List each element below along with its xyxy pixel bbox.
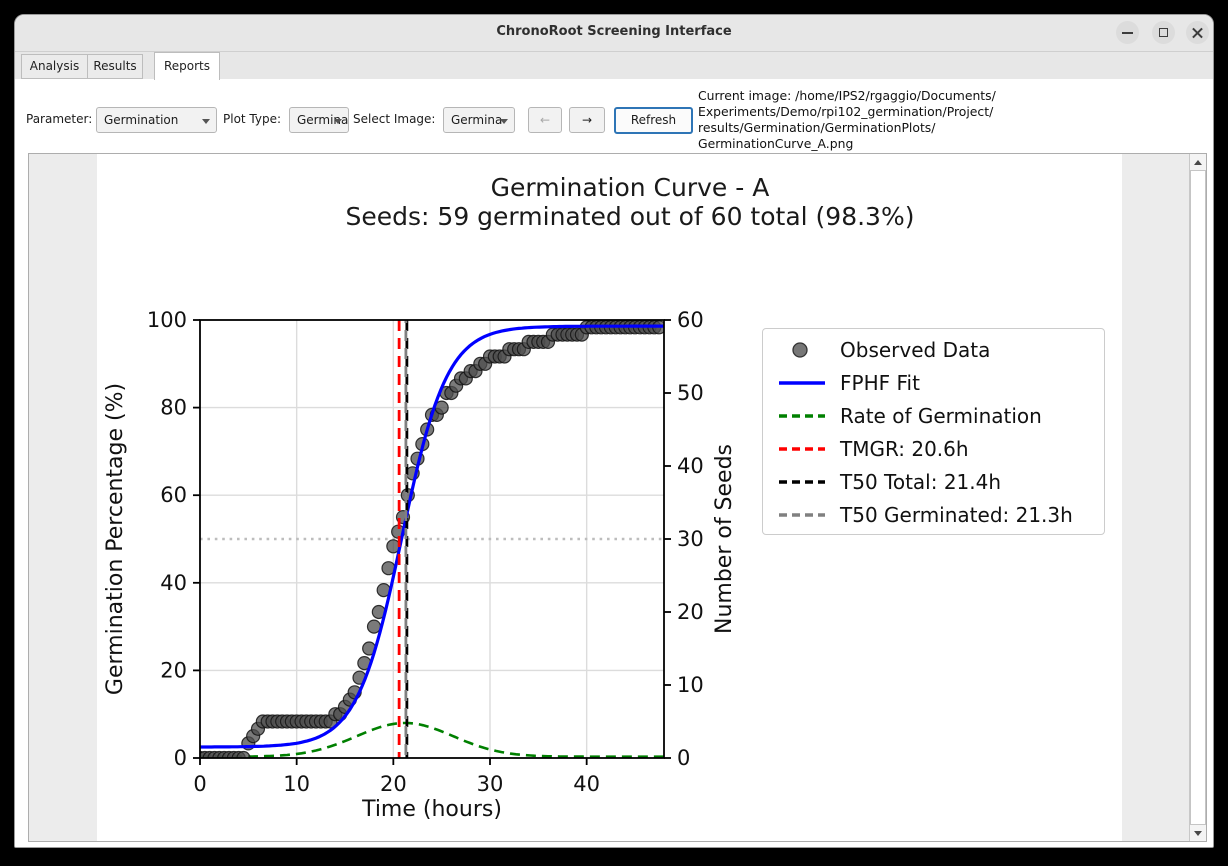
legend-item: FPHF Fit: [763, 366, 1104, 399]
svg-text:Number of Seeds: Number of Seeds: [712, 444, 737, 634]
svg-text:30: 30: [477, 772, 504, 796]
parameter-label: Parameter:: [26, 112, 93, 126]
svg-text:Time (hours): Time (hours): [361, 797, 502, 822]
app-window: ChronoRoot Screening Interface Analysis …: [14, 14, 1214, 848]
select-image-value: Germina: [451, 113, 503, 127]
scroll-down-button[interactable]: [1190, 825, 1206, 841]
legend-label: T50 Total: 21.4h: [840, 469, 1002, 494]
svg-text:50: 50: [677, 381, 704, 405]
legend-item: Observed Data: [763, 333, 1104, 366]
svg-text:40: 40: [160, 571, 187, 595]
triangle-up-icon: [1194, 160, 1202, 165]
svg-text:40: 40: [573, 772, 600, 796]
legend-label: T50 Germinated: 21.3h: [840, 502, 1073, 527]
svg-text:Germination Percentage (%): Germination Percentage (%): [103, 383, 128, 695]
titlebar-divider: [15, 51, 1213, 52]
select-image-dropdown[interactable]: Germina: [443, 107, 515, 133]
plot-viewer: Germination Curve - A Seeds: 59 germinat…: [28, 153, 1207, 842]
minimize-button[interactable]: [1116, 21, 1139, 44]
svg-text:10: 10: [677, 673, 704, 697]
svg-text:20: 20: [380, 772, 407, 796]
scroll-up-button[interactable]: [1190, 154, 1206, 170]
svg-text:60: 60: [160, 483, 187, 507]
legend-marker-icon: [792, 341, 808, 358]
legend-item: T50 Total: 21.4h: [763, 465, 1104, 498]
svg-text:20: 20: [160, 658, 187, 682]
svg-text:20: 20: [677, 600, 704, 624]
vertical-scrollbar[interactable]: [1189, 154, 1206, 841]
legend-label: FPHF Fit: [840, 370, 920, 395]
svg-text:10: 10: [283, 772, 310, 796]
close-button[interactable]: [1186, 21, 1209, 44]
legend-item: TMGR: 20.6h: [763, 432, 1104, 465]
legend-line-icon: [779, 512, 825, 517]
chart-subtitle: Seeds: 59 germinated out of 60 total (98…: [345, 202, 915, 231]
next-image-button[interactable]: →: [569, 107, 605, 133]
svg-text:80: 80: [160, 396, 187, 420]
scrollbar-thumb[interactable]: [1190, 170, 1206, 825]
legend-line-icon: [779, 413, 825, 418]
tab-results[interactable]: Results: [88, 54, 143, 79]
svg-text:0: 0: [193, 772, 206, 796]
plot-type-dropdown[interactable]: Germina: [289, 107, 349, 133]
previous-image-button[interactable]: ←: [528, 107, 562, 133]
maximize-button[interactable]: [1152, 21, 1175, 44]
chart-legend: Observed Data FPHF Fit Rate of Germination…: [762, 328, 1105, 535]
svg-text:60: 60: [677, 308, 704, 332]
legend-line-icon: [779, 479, 825, 484]
germination-plot-image: Germination Curve - A Seeds: 59 germinat…: [97, 154, 1122, 841]
plot-canvas: 0 10 20 30 40 0 20 40 60 80 100 0 10 20 30 40 50 60 Germin…: [103, 308, 737, 822]
parameter-value: Germination: [104, 113, 179, 127]
legend-item: Rate of Germination: [763, 399, 1104, 432]
refresh-button[interactable]: Refresh: [614, 107, 693, 134]
plot-type-label: Plot Type:: [223, 112, 282, 126]
select-image-label: Select Image:: [353, 112, 436, 126]
tab-analysis[interactable]: Analysis: [21, 54, 88, 79]
tab-reports[interactable]: Reports: [154, 52, 220, 80]
svg-text:100: 100: [147, 308, 187, 332]
triangle-down-icon: [1194, 831, 1202, 836]
window-header: ChronoRoot Screening Interface Analysis …: [15, 15, 1213, 80]
legend-line-icon: [779, 380, 825, 385]
window-title: ChronoRoot Screening Interface: [496, 24, 732, 39]
svg-text:0: 0: [677, 746, 690, 770]
parameter-dropdown[interactable]: Germination: [96, 107, 217, 133]
svg-text:40: 40: [677, 454, 704, 478]
legend-item: T50 Germinated: 21.3h: [763, 498, 1104, 531]
legend-label: TMGR: 20.6h: [840, 436, 969, 461]
current-image-path: Current image: /home/IPS2/rgaggio/Docume…: [698, 88, 996, 151]
chevron-down-icon: [500, 119, 508, 124]
chevron-down-icon: [334, 119, 342, 124]
legend-line-icon: [779, 446, 825, 451]
svg-text:0: 0: [174, 746, 187, 770]
legend-label: Rate of Germination: [840, 403, 1042, 428]
chevron-down-icon: [202, 119, 210, 124]
minimize-icon: [1122, 32, 1133, 34]
chart-title: Germination Curve - A: [490, 173, 770, 202]
legend-label: Observed Data: [840, 337, 991, 362]
maximize-icon: [1159, 28, 1168, 37]
svg-text:30: 30: [677, 527, 704, 551]
